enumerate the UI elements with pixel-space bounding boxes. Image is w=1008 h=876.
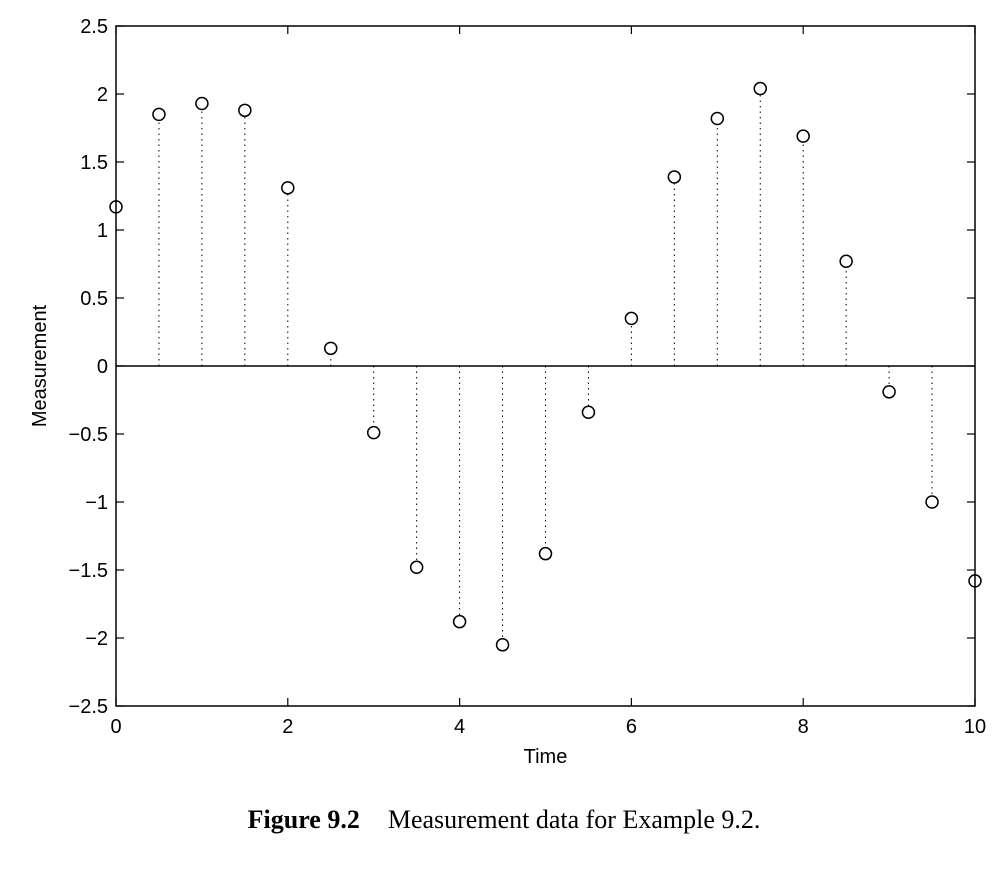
y-tick-label: 2 (97, 84, 108, 106)
y-tick-label: 1.5 (80, 152, 108, 174)
data-point (152, 107, 166, 122)
x-tick-label: 4 (454, 716, 465, 738)
data-point (882, 385, 896, 399)
data-point (796, 129, 810, 143)
data-point (839, 254, 853, 269)
y-tick-label: −1.5 (69, 560, 108, 582)
data-point (238, 103, 252, 118)
y-tick-label: −2 (85, 628, 108, 650)
data-point (710, 111, 725, 126)
x-axis-title: Time (524, 746, 568, 768)
x-tick-label: 6 (626, 716, 637, 738)
data-point (452, 614, 467, 629)
data-points (109, 81, 982, 652)
data-point (366, 425, 381, 440)
y-axis-ticks: −2.5 −2 −1.5 −1 −0.5 0 0.5 1 1.5 2 2.5 (69, 16, 975, 718)
data-point (667, 170, 682, 184)
data-point (925, 495, 939, 509)
data-point (581, 405, 596, 419)
x-tick-label: 0 (110, 716, 121, 738)
y-tick-label: 0.5 (80, 288, 108, 310)
data-point (281, 181, 295, 195)
data-point (409, 560, 424, 575)
data-point (753, 81, 767, 96)
figure-label: Figure 9.2 (247, 805, 360, 834)
y-tick-label: 0 (97, 356, 108, 378)
data-point (495, 638, 510, 652)
y-tick-label: 2.5 (80, 16, 108, 38)
stem-plot: 0 2 4 6 8 10 −2.5 −2 −1.5 −1 −0.5 0 0.5 1 1.5 2 2.5 Tim… (29, 16, 986, 768)
data-point (538, 546, 553, 561)
data-point (624, 311, 639, 326)
data-point (195, 96, 209, 111)
y-tick-label: −2.5 (69, 696, 108, 718)
y-axis-title: Measurement (29, 304, 51, 427)
x-tick-label: 2 (282, 716, 293, 738)
y-tick-label: −1 (85, 492, 108, 514)
y-tick-label: −0.5 (69, 424, 108, 446)
x-tick-label: 10 (964, 716, 986, 738)
figure-caption: Figure 9.2 Measurement data for Example 9… (0, 805, 1008, 835)
x-tick-label: 8 (798, 716, 809, 738)
figure-caption-text: Measurement data for Example 9.2. (387, 805, 761, 834)
data-point (324, 341, 338, 356)
x-axis-ticks: 0 2 4 6 8 10 (110, 26, 986, 738)
y-tick-label: 1 (97, 220, 108, 242)
